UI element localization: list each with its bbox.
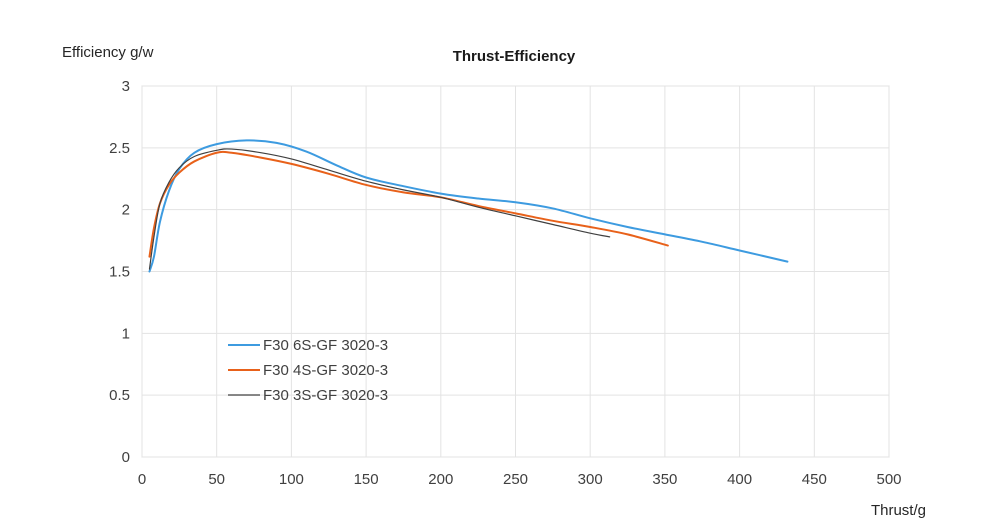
series-line-f30-6s-gf-3020-3	[148, 139, 789, 273]
x-tick-label: 250	[503, 471, 528, 488]
x-axis-title: Thrust/g	[871, 502, 926, 519]
x-tick-label: 300	[578, 471, 603, 488]
y-tick-label: 2	[122, 202, 130, 219]
y-axis-title: Efficiency g/w	[62, 44, 154, 61]
y-tick-label: 0	[122, 449, 130, 466]
y-tick-label: 0.5	[109, 387, 130, 404]
series-lines	[148, 139, 789, 273]
series-line-f30-3s-gf-3020-3	[148, 148, 611, 270]
x-tick-label: 200	[428, 471, 453, 488]
gridlines	[141, 85, 890, 458]
x-tick-label: 400	[727, 471, 752, 488]
chart-title: Thrust-Efficiency	[453, 48, 576, 65]
y-tick-label: 3	[122, 78, 130, 95]
x-tick-label: 150	[354, 471, 379, 488]
tick-labels: 0 50 100 150 200 250 300 350 400 450 500 0 0.5 1 1.5 2 2…	[109, 78, 901, 488]
legend-label-f30-4s-gf-3020-3: F30 4S-GF 3020-3	[263, 362, 388, 379]
x-tick-label: 450	[802, 471, 827, 488]
legend-label-f30-6s-gf-3020-3: F30 6S-GF 3020-3	[263, 337, 388, 354]
legend: F30 6S-GF 3020-3 F30 4S-GF 3020-3 F30 3S-G…	[228, 337, 388, 404]
x-tick-label: 0	[138, 471, 146, 488]
legend-label-f30-3s-gf-3020-3: F30 3S-GF 3020-3	[263, 387, 388, 404]
y-tick-label: 1.5	[109, 264, 130, 281]
x-tick-label: 350	[652, 471, 677, 488]
x-tick-label: 50	[208, 471, 225, 488]
x-tick-label: 500	[876, 471, 901, 488]
x-tick-label: 100	[279, 471, 304, 488]
series-line-f30-4s-gf-3020-3	[148, 150, 669, 258]
y-tick-label: 1	[122, 325, 130, 342]
y-tick-label: 2.5	[109, 140, 130, 157]
